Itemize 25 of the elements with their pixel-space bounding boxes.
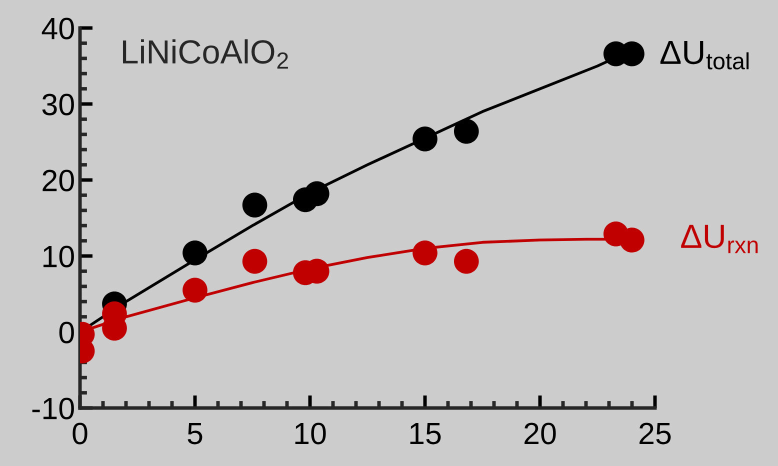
y-tick-label: 20: [42, 170, 74, 192]
point: [454, 248, 479, 274]
y-tick-label: 30: [42, 94, 74, 116]
x-tick-label: 10: [295, 422, 326, 444]
y-tick-label: -10: [32, 398, 74, 420]
y-tick-label: 40: [42, 18, 74, 40]
point: [454, 118, 479, 144]
point: [412, 126, 438, 152]
point: [182, 240, 208, 266]
point: [304, 181, 330, 206]
chart-title: LiNiCoAlO$_{2}$: [122, 39, 288, 69]
point: [242, 192, 268, 218]
y-tick-label: 0: [59, 322, 74, 344]
y-tick-label: 10: [43, 246, 74, 268]
x-tick-label: 25: [640, 422, 671, 444]
point: [242, 248, 268, 274]
point: [620, 228, 644, 252]
point: [182, 278, 208, 303]
series-label: ΔU$_{rxn}$: [681, 224, 758, 254]
x-tick-label: 0: [72, 422, 88, 444]
x-tick-label: 5: [188, 423, 202, 444]
x-tick-label: 20: [524, 422, 556, 444]
series-label: ΔU$_{total}$: [660, 40, 749, 70]
point: [412, 240, 438, 266]
x-tick-label: 15: [410, 423, 441, 444]
